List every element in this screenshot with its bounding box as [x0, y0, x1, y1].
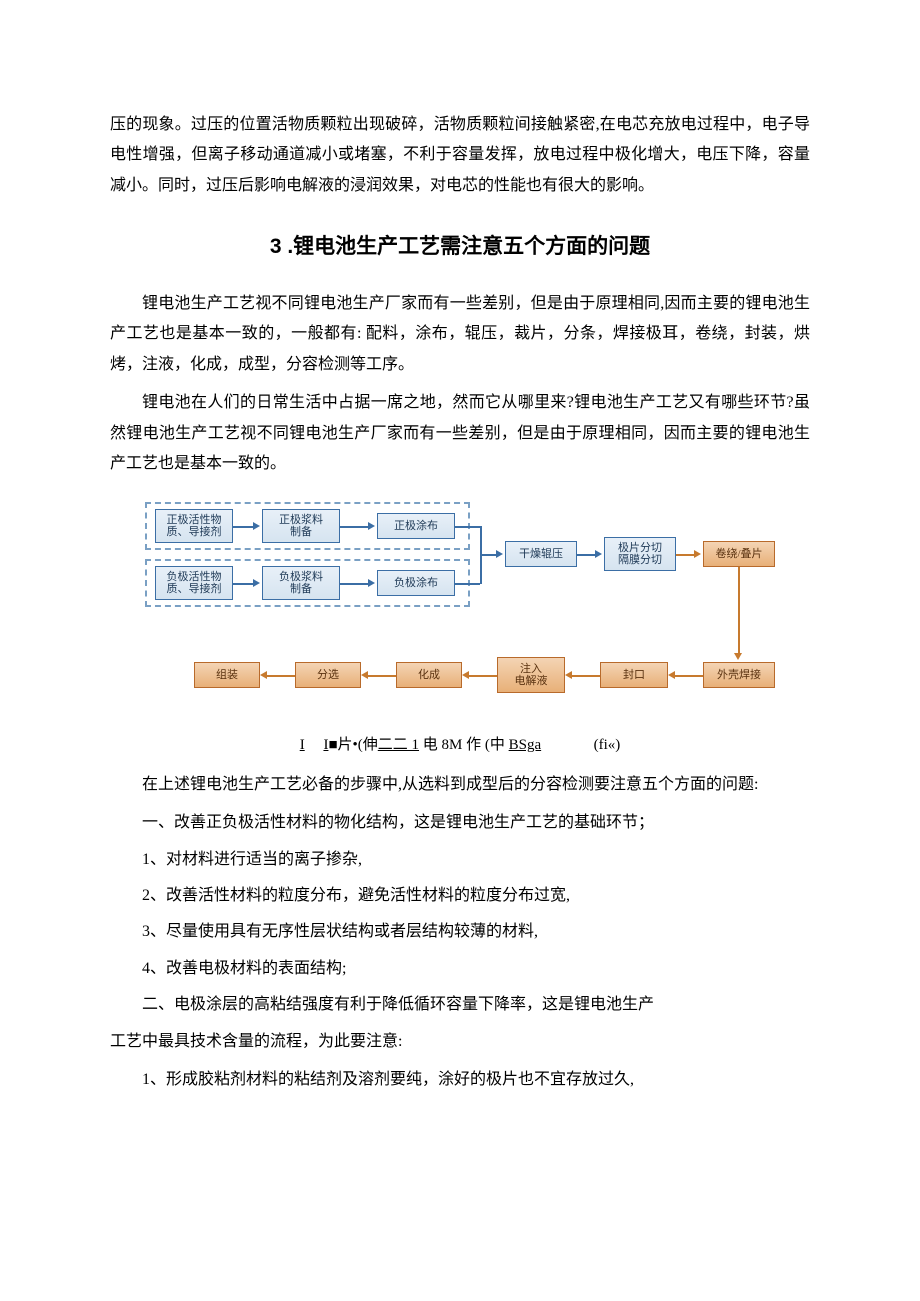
arrow: [455, 526, 480, 528]
arrow: [675, 675, 703, 677]
body-paragraph-2: 锂电池在人们的日常生活中占据一席之地，然而它从哪里来?锂电池生产工艺又有哪些环节…: [110, 388, 810, 479]
arrow: [469, 675, 497, 677]
item-2-1: 1、形成胶粘剂材料的粘结剂及溶剂要纯，涂好的极片也不宜存放过久,: [110, 1065, 810, 1095]
node-pack: 组装: [194, 662, 260, 688]
node-negative-slurry: 负极浆料 制备: [262, 566, 340, 600]
node-label: 分选: [317, 669, 339, 682]
body-paragraph-1: 锂电池生产工艺视不同锂电池生产厂家而有一些差别，但是由于原理相同,因而主要的锂电…: [110, 289, 810, 380]
node-label: 化成: [418, 669, 440, 682]
node-shell-weld: 外壳焊接: [703, 662, 775, 688]
item-1-2: 2、改善活性材料的粒度分布，避免活性材料的粒度分布过宽,: [110, 881, 810, 911]
caption-frag-a: I: [300, 737, 305, 753]
item-1-4: 4、改善电极材料的表面结构;: [110, 954, 810, 984]
item-2-heading-line2: 工艺中最具技术含量的流程，为此要注意:: [110, 1027, 810, 1057]
node-label: 干燥辊压: [519, 548, 563, 561]
arrow: [577, 554, 597, 556]
arrow-head: [565, 671, 572, 679]
flowchart-container: 正极活性物 质、导接剂 正极浆料 制备 正极涂布 负极活性物 质、导接剂 负极浆…: [140, 497, 780, 717]
node-positive-slurry: 正极浆料 制备: [262, 509, 340, 543]
continuation-paragraph: 压的现象。过压的位置活物质颗粒出现破碎，活物质颗粒间接触紧密,在电芯充放电过程中…: [110, 110, 810, 201]
node-slit: 极片分切 隔膜分切: [604, 537, 676, 571]
arrow-head: [253, 522, 260, 530]
arrow: [233, 526, 255, 528]
node-label: 负极涂布: [394, 577, 438, 590]
arrow-head: [368, 579, 375, 587]
figure-caption: I I■片•(伸二二 1 电 8M 作 (中 BSga (fi«): [110, 731, 810, 760]
arrow-head: [694, 550, 701, 558]
item-1-heading: 一、改善正负极活性材料的物化结构，这是锂电池生产工艺的基础环节；: [110, 808, 810, 838]
node-label: 极片分切 隔膜分切: [618, 542, 662, 567]
item-1-3: 3、尽量使用具有无序性层状结构或者层结构较薄的材料,: [110, 917, 810, 947]
arrow: [676, 554, 696, 556]
node-formation: 化成: [396, 662, 462, 688]
node-positive-material: 正极活性物 质、导接剂: [155, 509, 233, 543]
node-label: 正极涂布: [394, 520, 438, 533]
node-inject: 注入 电解液: [497, 657, 565, 693]
node-dry-roll: 干燥辊压: [505, 541, 577, 567]
arrow-head: [368, 522, 375, 530]
arrow-head: [595, 550, 602, 558]
arrow-head: [668, 671, 675, 679]
arrow: [233, 583, 255, 585]
section-heading: 3 .锂电池生产工艺需注意五个方面的问题: [110, 227, 810, 267]
arrow: [368, 675, 396, 677]
caption-frag-c: ■片•(伸: [328, 737, 377, 753]
node-label: 负极活性物 质、导接剂: [167, 571, 222, 596]
node-label: 封口: [623, 669, 645, 682]
caption-frag-e: 电 8M 作 (中: [419, 737, 509, 753]
node-positive-coating: 正极涂布: [377, 513, 455, 539]
node-label: 外壳焊接: [717, 669, 761, 682]
arrow-head: [496, 550, 503, 558]
arrow: [572, 675, 600, 677]
node-negative-coating: 负极涂布: [377, 570, 455, 596]
caption-frag-f: BSga: [509, 737, 542, 753]
node-label: 注入 电解液: [515, 663, 548, 688]
arrow: [738, 567, 740, 655]
node-winding: 卷绕/叠片: [703, 541, 775, 567]
caption-frag-d: 二二 1: [378, 737, 419, 753]
arrow-head: [253, 579, 260, 587]
node-label: 卷绕/叠片: [715, 548, 762, 561]
caption-frag-g: (fi«): [594, 737, 621, 753]
arrow: [340, 526, 370, 528]
item-1-1: 1、对材料进行适当的离子掺杂,: [110, 845, 810, 875]
arrow: [267, 675, 295, 677]
para-after-figure: 在上述锂电池生产工艺必备的步骤中,从选料到成型后的分容检测要注意五个方面的问题:: [110, 770, 810, 800]
flowchart: 正极活性物 质、导接剂 正极浆料 制备 正极涂布 负极活性物 质、导接剂 负极浆…: [140, 497, 780, 717]
node-sort: 分选: [295, 662, 361, 688]
node-label: 组装: [216, 669, 238, 682]
arrow-head: [462, 671, 469, 679]
node-label: 正极活性物 质、导接剂: [167, 514, 222, 539]
arrow-head: [734, 653, 742, 660]
arrow: [455, 583, 480, 585]
item-2-heading-line1: 二、电极涂层的高粘结强度有利于降低循环容量下降率，这是锂电池生产: [110, 990, 810, 1020]
document-page: 压的现象。过压的位置活物质颗粒出现破碎，活物质颗粒间接触紧密,在电芯充放电过程中…: [0, 0, 920, 1161]
node-negative-material: 负极活性物 质、导接剂: [155, 566, 233, 600]
arrow-head: [260, 671, 267, 679]
node-label: 负极浆料 制备: [279, 571, 323, 596]
node-seal: 封口: [600, 662, 668, 688]
node-label: 正极浆料 制备: [279, 514, 323, 539]
arrow-head: [361, 671, 368, 679]
arrow: [340, 583, 370, 585]
